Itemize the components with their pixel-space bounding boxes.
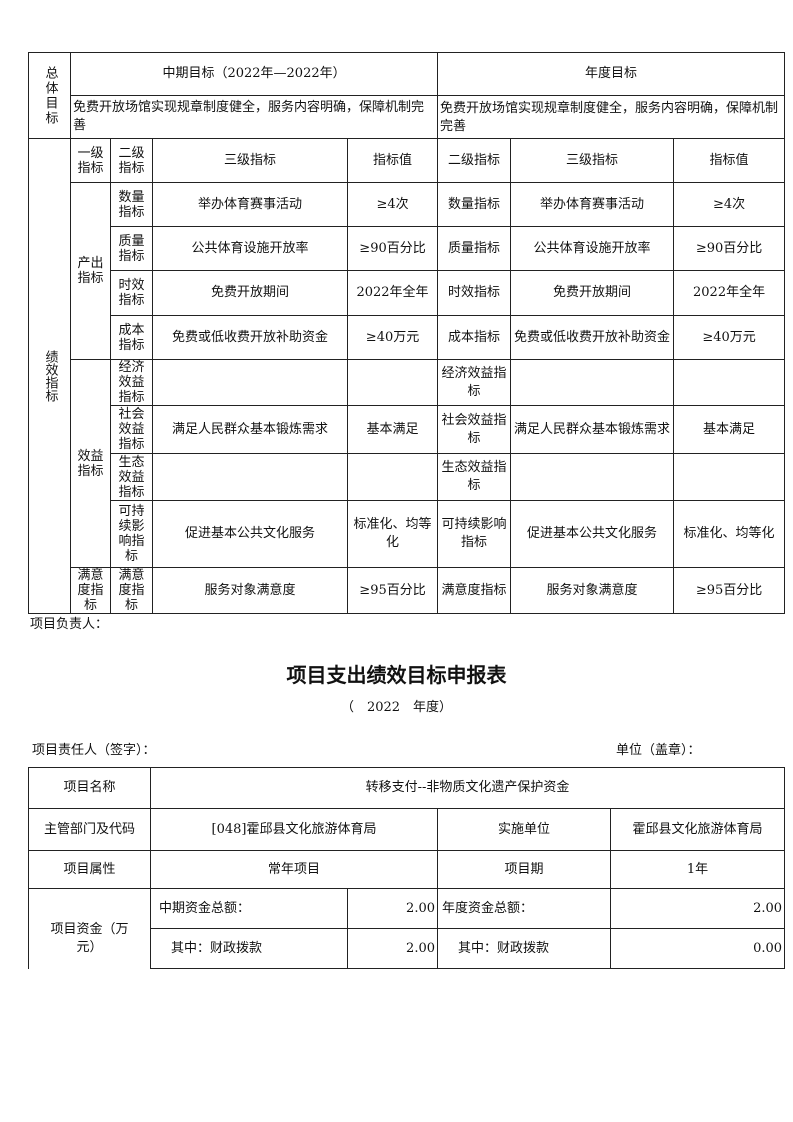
header-annual-l3: 三级指标: [510, 138, 675, 183]
row-annual-l2: 可持续影响指标: [437, 500, 512, 568]
row-l3: 满足人民群众基本锻炼需求: [152, 405, 348, 454]
attr-value: 常年项目: [150, 850, 438, 889]
row-annual-value: ≥90百分比: [673, 226, 786, 271]
row-annual-l2: 满意度指标: [437, 567, 512, 614]
row-annual-l2: 社会效益指标: [437, 405, 512, 454]
row-annual-value: ≥4次: [673, 182, 786, 227]
row-annual-l3: 举办体育赛事活动: [510, 182, 675, 227]
row-annual-l3: [510, 359, 675, 406]
project-name-label: 项目名称: [28, 767, 151, 809]
row-l3: 服务对象满意度: [152, 567, 348, 614]
satisfaction-label: 满意度指标: [70, 567, 111, 614]
row-l2: 质量指标: [110, 226, 153, 271]
row-annual-l3: 免费开放期间: [510, 270, 675, 316]
page: 总体目标 中期目标（2022年—2022年） 年度目标 免费开放场馆实现规章制度…: [28, 52, 786, 969]
row-value: ≥95百分比: [346, 567, 439, 614]
row-l3: [152, 359, 348, 406]
row-annual-value: 2022年全年: [673, 270, 786, 316]
row-annual-l2: 质量指标: [437, 226, 512, 271]
header-annual-value: 指标值: [673, 138, 786, 183]
row-l3: [152, 453, 348, 501]
row-annual-value: 标准化、均等化: [673, 500, 786, 568]
header-l3: 三级指标: [152, 138, 348, 183]
project-form-table: 项目名称 转移支付--非物质文化遗产保护资金 主管部门及代码 [048]霍邱县文…: [28, 767, 786, 969]
mid-total-value: 2.00: [347, 888, 438, 929]
row-annual-l2: 生态效益指标: [437, 453, 512, 501]
annual-fiscal-value: 0.00: [609, 928, 786, 969]
row-l3: 免费开放期间: [152, 270, 348, 316]
mid-term-text: 免费开放场馆实现规章制度健全，服务内容明确，保障机制完善: [69, 95, 439, 139]
mid-total-label: 中期资金总额：: [150, 888, 348, 929]
row-l3: 公共体育设施开放率: [152, 226, 348, 271]
row-annual-value: [673, 453, 786, 501]
impl-value: 霍邱县文化旅游体育局: [609, 808, 786, 851]
row-l3: 促进基本公共文化服务: [152, 500, 348, 568]
row-l2: 时效指标: [110, 270, 153, 316]
row-l2: 可持续影响指标: [110, 500, 153, 568]
row-annual-l3: 公共体育设施开放率: [510, 226, 675, 271]
row-annual-l2: 成本指标: [437, 315, 512, 360]
row-l2: 数量指标: [110, 182, 153, 227]
form-title: 项目支出绩效目标申报表: [286, 663, 507, 687]
overall-goal-label: 总体目标: [28, 52, 71, 139]
header-annual-l2: 二级指标: [437, 138, 512, 183]
attr-label: 项目属性: [28, 850, 151, 889]
row-annual-l3: 服务对象满意度: [510, 567, 675, 614]
header-value: 指标值: [346, 138, 439, 183]
annual-header: 年度目标: [437, 52, 786, 96]
dept-value: [048]霍邱县文化旅游体育局: [150, 808, 438, 851]
responsible-person: 项目负责人：: [30, 617, 109, 632]
annual-total-label: 年度资金总额：: [437, 888, 611, 929]
row-l2: 成本指标: [110, 315, 153, 360]
form-year: （ 2022 年度）: [340, 700, 453, 715]
row-annual-l3: 满足人民群众基本锻炼需求: [510, 405, 675, 454]
row-value: ≥4次: [346, 182, 439, 227]
annual-text: 免费开放场馆实现规章制度健全，服务内容明确，保障机制完善: [437, 95, 786, 139]
goal-table: 总体目标 中期目标（2022年—2022年） 年度目标 免费开放场馆实现规章制度…: [28, 52, 786, 614]
impl-label: 实施单位: [437, 808, 611, 851]
header-l2: 二级指标: [110, 138, 153, 183]
period-value: 1年: [609, 850, 786, 889]
row-l2: 生态效益指标: [110, 453, 153, 501]
output-label: 产出指标: [70, 182, 111, 360]
row-annual-l3: 促进基本公共文化服务: [510, 500, 675, 568]
performance-label: 绩效指标: [28, 138, 71, 614]
benefit-label: 效益指标: [70, 359, 111, 568]
row-annual-value: ≥95百分比: [673, 567, 786, 614]
row-l3: 举办体育赛事活动: [152, 182, 348, 227]
row-annual-value: ≥40万元: [673, 315, 786, 360]
row-value: 基本满足: [346, 405, 439, 454]
annual-fiscal-label: 其中：财政拨款: [437, 928, 611, 969]
unit-label: 单位（盖章）：: [616, 743, 701, 758]
row-value: [346, 453, 439, 501]
dept-label: 主管部门及代码: [28, 808, 151, 851]
mid-term-header: 中期目标（2022年—2022年）: [69, 52, 439, 96]
signature-row: 项目责任人（签字）： 单位（盖章）：: [28, 739, 784, 758]
row-value: 2022年全年: [346, 270, 439, 316]
mid-fiscal-value: 2.00: [347, 928, 438, 969]
row-l3: 免费或低收费开放补助资金: [152, 315, 348, 360]
row-l2: 社会效益指标: [110, 405, 153, 454]
row-annual-l3: 免费或低收费开放补助资金: [510, 315, 675, 360]
signer-label: 项目责任人（签字）：: [32, 743, 156, 758]
row-value: ≥40万元: [346, 315, 439, 360]
row-value: 标准化、均等化: [346, 500, 439, 568]
row-annual-l2: 时效指标: [437, 270, 512, 316]
header-l1: 一级指标: [70, 138, 111, 183]
period-label: 项目期: [437, 850, 611, 889]
annual-total-value: 2.00: [609, 888, 786, 929]
row-l2: 满意度指标: [110, 567, 153, 614]
row-annual-l2: 经济效益指标: [437, 359, 512, 406]
row-value: ≥90百分比: [346, 226, 439, 271]
row-value: [346, 359, 439, 406]
row-annual-l3: [510, 453, 675, 501]
funds-label: 项目资金（万元）: [28, 888, 151, 969]
mid-fiscal-label: 其中：财政拨款: [150, 928, 348, 969]
row-annual-value: 基本满足: [673, 405, 786, 454]
project-name: 转移支付--非物质文化遗产保护资金: [149, 767, 786, 809]
row-annual-value: [673, 359, 786, 406]
row-l2: 经济效益指标: [110, 359, 153, 406]
row-annual-l2: 数量指标: [437, 182, 512, 227]
